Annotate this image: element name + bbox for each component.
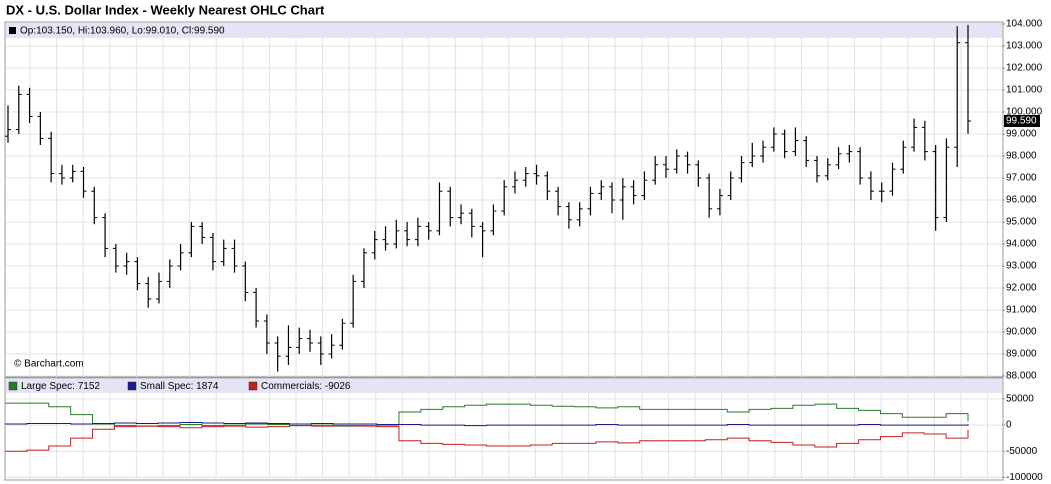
- y-tick-label: 91.000: [1006, 305, 1037, 316]
- ohlc-readout: Op:103.150, Hi:103.960, Lo:99.010, Cl:99…: [20, 26, 225, 37]
- y-tick-label: -50000: [1006, 446, 1038, 457]
- readout-strip: [6, 23, 1002, 38]
- legend-swatch: [8, 381, 18, 391]
- cot-panel: [4, 377, 1004, 481]
- y-tick-label: 96.000: [1006, 195, 1037, 206]
- readout-icon: [9, 27, 16, 34]
- cot-line: [5, 402, 969, 427]
- y-tick-label: 93.000: [1006, 261, 1037, 272]
- last-price-box: [1004, 115, 1040, 128]
- credit: © Barchart.com: [14, 359, 84, 370]
- y-tick-label: 92.000: [1006, 283, 1037, 294]
- y-tick-label: 94.000: [1006, 239, 1037, 250]
- y-tick-label: 97.000: [1006, 173, 1037, 184]
- legend-swatch: [127, 381, 137, 391]
- y-tick-label: 104.000: [1006, 19, 1043, 30]
- cot-line: [5, 421, 969, 427]
- y-tick-label: 50000: [1006, 394, 1034, 405]
- y-tick-label: -100000: [1006, 472, 1043, 483]
- y-tick-label: 103.000: [1006, 41, 1043, 52]
- y-tick-label: 100.000: [1006, 107, 1043, 118]
- legend-label: Small Spec: 1874: [140, 381, 219, 392]
- y-tick-label: 88.000: [1006, 371, 1037, 382]
- y-tick-label: 0: [1006, 420, 1012, 431]
- y-tick-label: 90.000: [1006, 327, 1037, 338]
- y-tick-label: 99.000: [1006, 129, 1037, 140]
- y-tick-label: 95.000: [1006, 217, 1037, 228]
- y-tick-label: 102.000: [1006, 63, 1043, 74]
- cot-line: [5, 425, 969, 452]
- legend-swatch: [248, 381, 258, 391]
- last-price-label: 99.590: [1006, 116, 1037, 127]
- y-tick-label: 101.000: [1006, 85, 1043, 96]
- y-tick-label: 98.000: [1006, 151, 1037, 162]
- chart-title: DX - U.S. Dollar Index - Weekly Nearest …: [6, 2, 325, 17]
- legend-label: Commercials: -9026: [261, 381, 351, 392]
- legend-label: Large Spec: 7152: [21, 381, 100, 392]
- y-tick-label: 89.000: [1006, 349, 1037, 360]
